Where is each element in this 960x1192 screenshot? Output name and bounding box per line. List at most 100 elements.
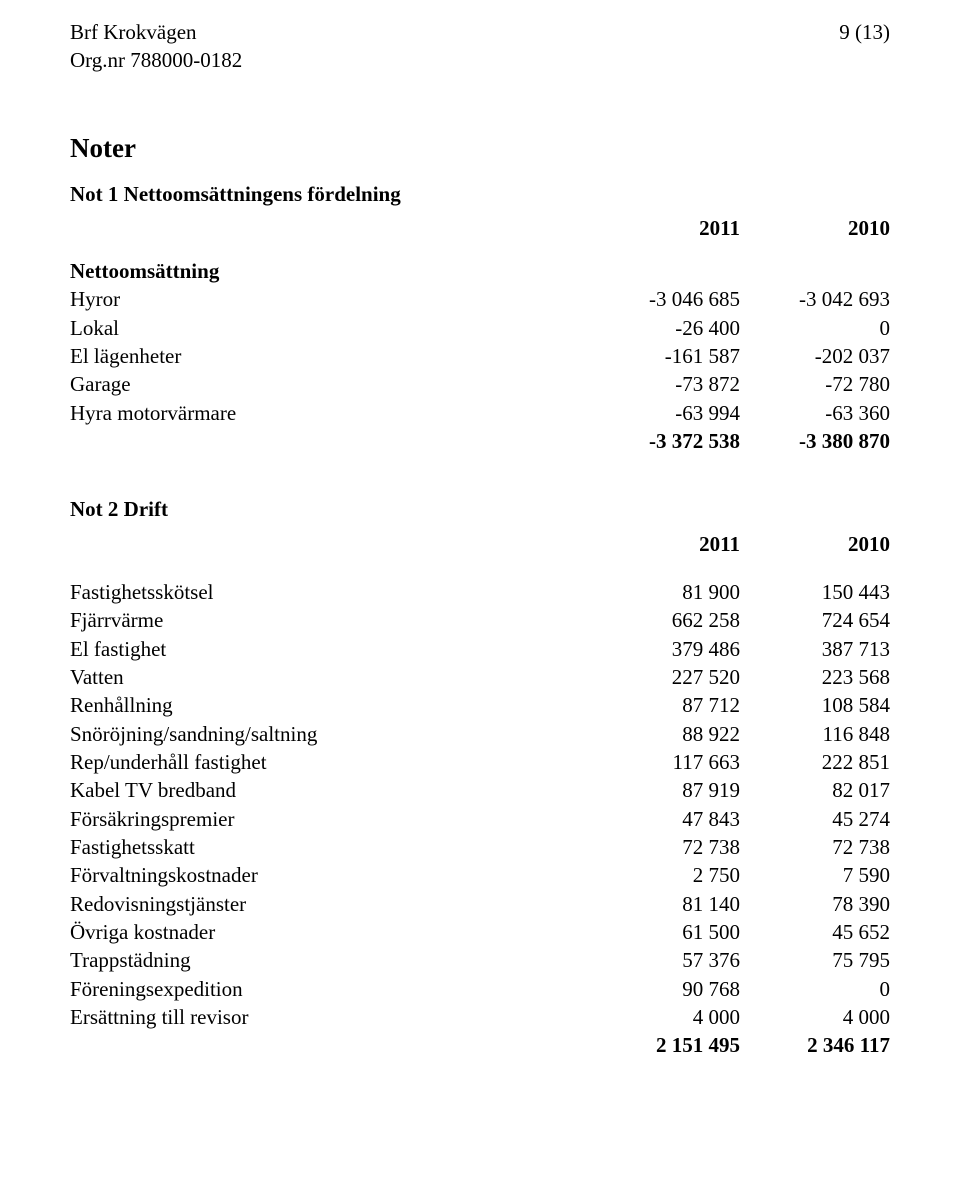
note2-c2: 150 443	[740, 578, 890, 606]
note2-c2: 45 652	[740, 918, 890, 946]
note2-row: El fastighet379 486387 713	[70, 635, 890, 663]
note2-title: Not 2 Drift	[70, 495, 890, 523]
note2-c2: 78 390	[740, 890, 890, 918]
note1-row: Garage-73 872-72 780	[70, 370, 890, 398]
note2-c1: 2 750	[590, 861, 740, 889]
note1-c2: -3 042 693	[740, 285, 890, 313]
note2-label: Snöröjning/sandning/saltning	[70, 720, 590, 748]
note2-c1: 4 000	[590, 1003, 740, 1031]
note2-c2: 387 713	[740, 635, 890, 663]
note2-label: Försäkringspremier	[70, 805, 590, 833]
note1-c2: -72 780	[740, 370, 890, 398]
note2-c2: 223 568	[740, 663, 890, 691]
document-page: Brf Krokvägen Org.nr 788000-0182 9 (13) …	[0, 0, 960, 1192]
section-noter-title: Noter	[70, 130, 890, 166]
note2-c1: 87 712	[590, 691, 740, 719]
note2-year-row: 2011 2010	[70, 530, 890, 558]
note2-row: Förvaltningskostnader2 7507 590	[70, 861, 890, 889]
note1-title: Not 1 Nettoomsättningens fördelning	[70, 180, 890, 208]
note2-c1: 88 922	[590, 720, 740, 748]
note1-year-1: 2011	[590, 214, 740, 242]
note2-label: Redovisningstjänster	[70, 890, 590, 918]
note2-row: Redovisningstjänster81 14078 390	[70, 890, 890, 918]
note2-sum-label	[70, 1031, 590, 1059]
note2-year-1: 2011	[590, 530, 740, 558]
note1-c1: -161 587	[590, 342, 740, 370]
note1-row: El lägenheter-161 587-202 037	[70, 342, 890, 370]
note1-c1: -63 994	[590, 399, 740, 427]
note2-year-2: 2010	[740, 530, 890, 558]
note1-c2: -63 360	[740, 399, 890, 427]
note1-c1: -3 046 685	[590, 285, 740, 313]
note2-c2: 222 851	[740, 748, 890, 776]
note1-c2: 0	[740, 314, 890, 342]
header-left: Brf Krokvägen Org.nr 788000-0182	[70, 18, 242, 75]
note1-label: Hyra motorvärmare	[70, 399, 590, 427]
note1-row: Lokal-26 4000	[70, 314, 890, 342]
note2-label: Förvaltningskostnader	[70, 861, 590, 889]
note2-row: Övriga kostnader61 50045 652	[70, 918, 890, 946]
note2-c1: 81 900	[590, 578, 740, 606]
note2-c1: 117 663	[590, 748, 740, 776]
note2-row: Rep/underhåll fastighet117 663222 851	[70, 748, 890, 776]
note1-sum-c1: -3 372 538	[590, 427, 740, 455]
note2-label: Renhållning	[70, 691, 590, 719]
page-header: Brf Krokvägen Org.nr 788000-0182 9 (13)	[70, 18, 890, 75]
note2-row: Snöröjning/sandning/saltning88 922116 84…	[70, 720, 890, 748]
note2-c2: 45 274	[740, 805, 890, 833]
note2-sum-c1: 2 151 495	[590, 1031, 740, 1059]
note2-c1: 81 140	[590, 890, 740, 918]
note2-label: Kabel TV bredband	[70, 776, 590, 804]
note2-row: Föreningsexpedition90 7680	[70, 975, 890, 1003]
page-number: 9 (13)	[839, 18, 890, 46]
note1-year-row: 2011 2010	[70, 214, 890, 242]
note2-label: Vatten	[70, 663, 590, 691]
note1-row: Hyra motorvärmare-63 994-63 360	[70, 399, 890, 427]
note2-row: Försäkringspremier47 84345 274	[70, 805, 890, 833]
note2-label: Övriga kostnader	[70, 918, 590, 946]
note2-label: Föreningsexpedition	[70, 975, 590, 1003]
note2-label: Trappstädning	[70, 946, 590, 974]
note2-row: Fjärrvärme662 258724 654	[70, 606, 890, 634]
note1-label: Lokal	[70, 314, 590, 342]
note2-row: Fastighetsskatt72 73872 738	[70, 833, 890, 861]
note2-c1: 379 486	[590, 635, 740, 663]
note2-label: Fastighetsskötsel	[70, 578, 590, 606]
note2-c1: 662 258	[590, 606, 740, 634]
note2-c2: 82 017	[740, 776, 890, 804]
note2-c1: 90 768	[590, 975, 740, 1003]
nettoomsattning-label: Nettoomsättning	[70, 257, 890, 285]
note2-c2: 75 795	[740, 946, 890, 974]
note2-row: Vatten227 520223 568	[70, 663, 890, 691]
note1-label: Hyror	[70, 285, 590, 313]
note1-label: Garage	[70, 370, 590, 398]
note1-sum-row: -3 372 538 -3 380 870	[70, 427, 890, 455]
note2-block: Not 2 Drift 2011 2010 Fastighetsskötsel8…	[70, 495, 890, 1060]
note1-sum-label	[70, 427, 590, 455]
org-name: Brf Krokvägen	[70, 18, 242, 46]
note2-c2: 108 584	[740, 691, 890, 719]
note1-table: Hyror-3 046 685-3 042 693Lokal-26 4000El…	[70, 285, 890, 427]
note2-c1: 72 738	[590, 833, 740, 861]
note1-year-2: 2010	[740, 214, 890, 242]
note2-row: Fastighetsskötsel81 900150 443	[70, 578, 890, 606]
note2-sum-row: 2 151 495 2 346 117	[70, 1031, 890, 1059]
note2-row: Renhållning87 712108 584	[70, 691, 890, 719]
note2-table: Fastighetsskötsel81 900150 443Fjärrvärme…	[70, 578, 890, 1032]
note2-label: Rep/underhåll fastighet	[70, 748, 590, 776]
note2-c2: 116 848	[740, 720, 890, 748]
note2-c1: 47 843	[590, 805, 740, 833]
note1-label: El lägenheter	[70, 342, 590, 370]
note2-row: Ersättning till revisor4 0004 000	[70, 1003, 890, 1031]
note2-sum-c2: 2 346 117	[740, 1031, 890, 1059]
note2-c2: 724 654	[740, 606, 890, 634]
note2-c2: 72 738	[740, 833, 890, 861]
note1-c1: -73 872	[590, 370, 740, 398]
note1-row: Hyror-3 046 685-3 042 693	[70, 285, 890, 313]
note2-c1: 87 919	[590, 776, 740, 804]
note2-c1: 227 520	[590, 663, 740, 691]
note1-sum-c2: -3 380 870	[740, 427, 890, 455]
note2-label: Ersättning till revisor	[70, 1003, 590, 1031]
note2-row: Kabel TV bredband87 91982 017	[70, 776, 890, 804]
note2-c1: 57 376	[590, 946, 740, 974]
